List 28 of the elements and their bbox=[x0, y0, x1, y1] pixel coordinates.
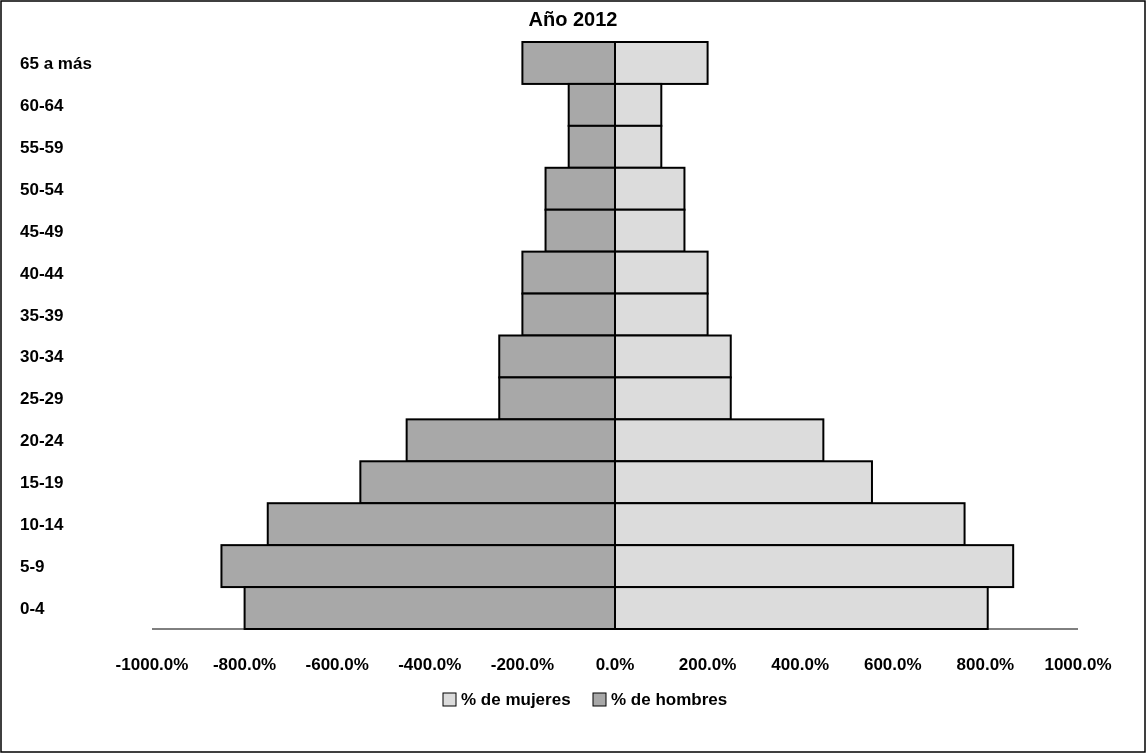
y-tick-label: 35-39 bbox=[20, 305, 64, 325]
chart-title: Año 2012 bbox=[528, 8, 618, 30]
x-tick-label: 0.0% bbox=[595, 655, 635, 674]
y-tick-label: 45-49 bbox=[20, 221, 64, 241]
y-tick-label: 65 a más bbox=[20, 53, 92, 73]
x-tick-label: -800.0% bbox=[212, 655, 277, 674]
y-tick-label: 60-64 bbox=[20, 95, 65, 115]
y-tick-label: 30-34 bbox=[20, 347, 65, 367]
y-tick-label: 55-59 bbox=[20, 137, 64, 157]
x-tick-label: 600.0% bbox=[863, 655, 922, 674]
y-tick-label: 0-4 bbox=[20, 599, 46, 619]
x-tick-label: -400.0% bbox=[398, 655, 462, 674]
y-tick-label: 15-19 bbox=[20, 473, 64, 493]
legend-label: % de hombres bbox=[611, 690, 728, 709]
x-tick-label: 400.0% bbox=[771, 655, 830, 674]
x-tick-label: -1000.0% bbox=[115, 655, 189, 674]
y-tick-label: 50-54 bbox=[20, 179, 65, 199]
y-tick-label: 20-24 bbox=[20, 431, 65, 451]
y-tick-label: 10-14 bbox=[20, 515, 65, 535]
x-tick-label: 200.0% bbox=[678, 655, 737, 674]
x-tick-label: -200.0% bbox=[490, 655, 555, 674]
y-tick-label: 40-44 bbox=[20, 263, 65, 283]
legend-label: % de mujeres bbox=[461, 690, 571, 709]
x-tick-label: 800.0% bbox=[956, 655, 1015, 674]
x-tick-label: 1000.0% bbox=[1044, 655, 1112, 674]
y-tick-label: 5-9 bbox=[20, 557, 45, 577]
x-tick-label: -600.0% bbox=[305, 655, 369, 674]
y-tick-label: 25-29 bbox=[20, 389, 64, 409]
